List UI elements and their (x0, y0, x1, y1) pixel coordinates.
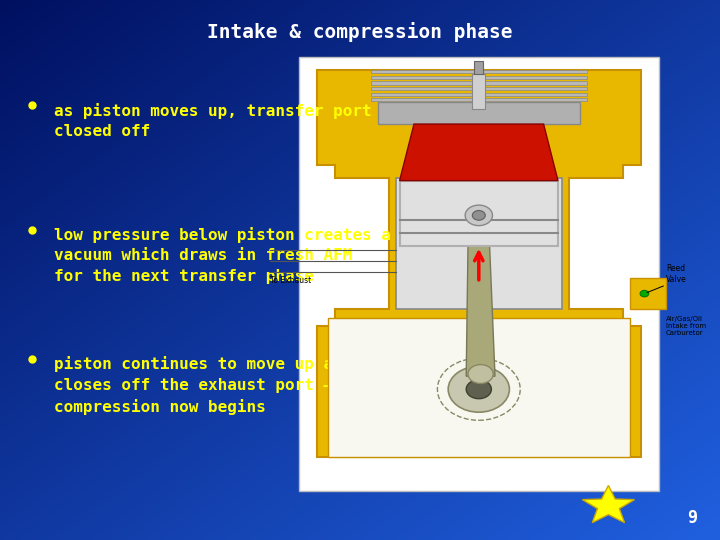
Bar (378, 103, 580, 124)
Polygon shape (467, 246, 495, 376)
Polygon shape (400, 124, 558, 180)
Text: Air/Gas/Oil
Intake from
Carburetor: Air/Gas/Oil Intake from Carburetor (666, 316, 706, 336)
Circle shape (448, 366, 510, 412)
Bar (299, 57, 659, 491)
Circle shape (468, 364, 493, 383)
Bar (400, 180, 558, 246)
Bar (474, 61, 483, 74)
Text: piston continues to move up and
closes off the exhaust port –
compression now be: piston continues to move up and closes o… (54, 356, 352, 415)
Bar (472, 74, 485, 109)
Bar (371, 93, 587, 96)
Text: To Exhaust: To Exhaust (270, 276, 311, 285)
Bar (371, 87, 587, 90)
Bar (371, 82, 587, 85)
Bar (371, 76, 587, 79)
Text: low pressure below piston creates a
vacuum which draws in fresh AFM
for the next: low pressure below piston creates a vacu… (54, 227, 391, 284)
Circle shape (465, 205, 492, 226)
Circle shape (640, 291, 649, 297)
Text: 9: 9 (688, 509, 698, 528)
Bar (396, 178, 562, 309)
Polygon shape (328, 318, 630, 457)
Bar (371, 70, 587, 73)
Text: Reed
Valve: Reed Valve (666, 265, 687, 284)
Bar (371, 98, 587, 102)
Text: as piston moves up, transfer port is
closed off: as piston moves up, transfer port is clo… (54, 103, 400, 139)
Polygon shape (317, 70, 641, 457)
Bar (630, 279, 666, 309)
Polygon shape (582, 485, 634, 523)
Circle shape (472, 211, 485, 220)
Text: Intake & compression phase: Intake & compression phase (207, 22, 513, 43)
Circle shape (467, 380, 492, 399)
